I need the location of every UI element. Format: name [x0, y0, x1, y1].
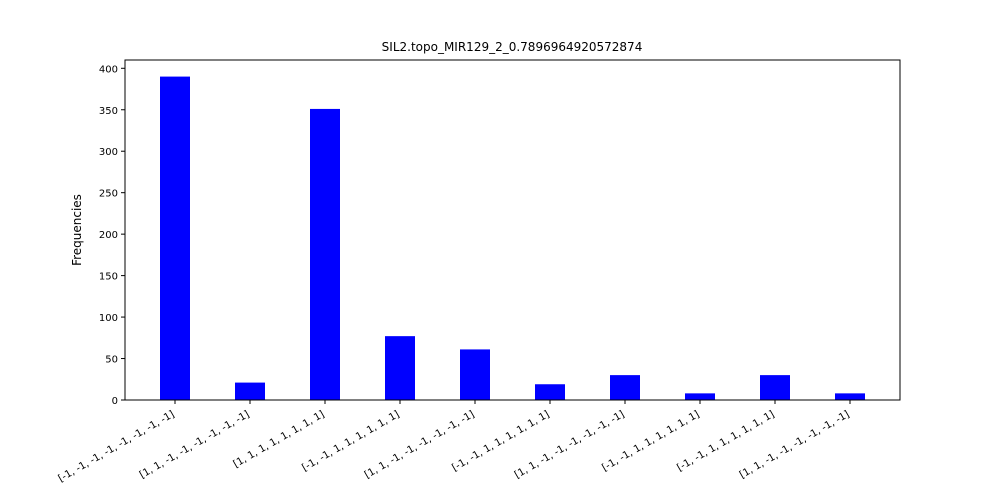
bar-6 — [610, 375, 640, 400]
bar-0 — [160, 76, 190, 401]
bar-9 — [835, 393, 865, 400]
bar-5 — [535, 384, 565, 400]
y-tick-label-7: 350 — [99, 106, 118, 117]
x-tick-label-0: [-1, -1, -1, -1, -1, -1, -1, -1] — [57, 409, 177, 485]
y-tick-label-5: 250 — [99, 189, 118, 200]
y-tick-label-3: 150 — [99, 272, 118, 283]
bar-1 — [235, 382, 265, 400]
y-tick-label-6: 300 — [99, 147, 118, 158]
x-axis: [-1, -1, -1, -1, -1, -1, -1, -1][1, 1, -… — [57, 400, 852, 485]
y-axis-label: Frequencies — [70, 194, 84, 266]
y-tick-label-4: 200 — [99, 230, 118, 241]
bars-group — [160, 76, 865, 401]
y-axis: 0 50 100 150 200 250 300 350 400 — [99, 64, 125, 407]
y-tick-label-8: 400 — [99, 64, 118, 75]
y-tick-label-1: 50 — [105, 355, 118, 366]
bar-7 — [685, 393, 715, 400]
bar-4 — [460, 349, 490, 400]
plot-frame — [124, 59, 901, 401]
bar-8 — [760, 375, 790, 400]
chart-title: SIL2.topo_MIR129_2_0.7896964920572874 — [382, 40, 643, 54]
bar-2 — [310, 108, 340, 401]
y-tick-label-2: 100 — [99, 313, 118, 324]
bar-3 — [385, 336, 415, 400]
y-tick-label-0: 0 — [112, 396, 118, 407]
